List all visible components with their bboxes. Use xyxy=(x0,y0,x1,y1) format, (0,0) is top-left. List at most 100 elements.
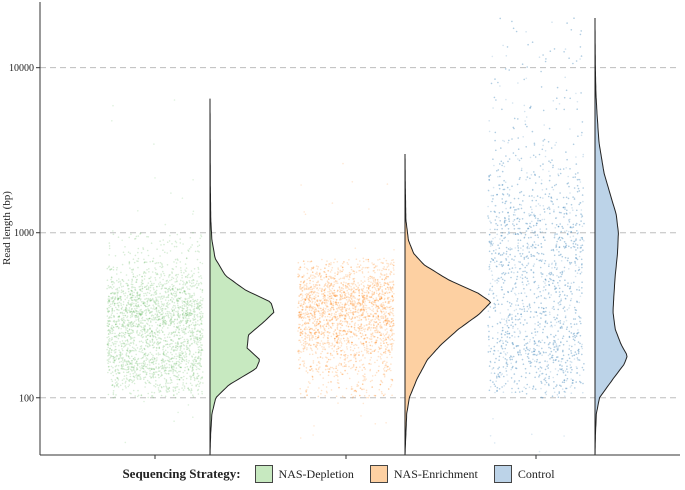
point xyxy=(138,274,141,276)
point xyxy=(112,396,115,399)
point xyxy=(329,293,332,295)
point xyxy=(306,371,309,374)
point xyxy=(377,355,380,358)
point xyxy=(125,360,128,363)
point xyxy=(349,294,352,297)
point xyxy=(142,341,144,344)
point xyxy=(173,334,176,336)
point xyxy=(313,297,315,300)
point xyxy=(190,362,193,365)
point xyxy=(113,314,115,317)
point xyxy=(119,280,121,283)
point xyxy=(180,356,182,359)
point xyxy=(138,294,141,297)
point xyxy=(111,324,113,327)
point xyxy=(342,283,344,286)
point xyxy=(365,304,368,307)
point xyxy=(106,336,108,339)
point xyxy=(390,329,392,332)
point xyxy=(170,366,173,369)
point xyxy=(121,331,123,334)
point xyxy=(339,271,342,273)
point xyxy=(368,301,371,304)
point xyxy=(317,295,320,297)
point xyxy=(155,307,157,310)
point xyxy=(314,286,317,288)
point xyxy=(144,386,146,388)
point xyxy=(327,308,330,311)
point xyxy=(190,312,193,315)
point xyxy=(107,355,109,357)
point xyxy=(114,292,117,295)
point xyxy=(127,279,130,281)
point xyxy=(166,391,169,393)
point xyxy=(172,346,174,348)
point xyxy=(358,294,361,297)
point xyxy=(142,302,145,304)
point xyxy=(366,295,368,298)
point xyxy=(191,304,193,307)
point xyxy=(182,344,185,346)
point xyxy=(384,282,387,285)
point xyxy=(362,260,365,263)
point xyxy=(141,331,143,333)
point xyxy=(133,359,136,361)
point xyxy=(197,250,199,252)
point xyxy=(158,324,161,327)
point xyxy=(107,320,110,323)
point xyxy=(357,330,360,333)
point xyxy=(307,322,310,325)
point xyxy=(162,315,165,318)
point xyxy=(382,321,385,324)
point xyxy=(175,326,178,328)
point xyxy=(117,369,120,372)
point xyxy=(323,312,325,315)
point xyxy=(358,319,361,322)
point xyxy=(335,303,338,305)
point xyxy=(387,302,389,305)
point xyxy=(327,334,330,337)
point xyxy=(191,275,193,278)
point xyxy=(391,378,394,381)
point xyxy=(119,355,122,358)
point xyxy=(190,378,192,381)
point xyxy=(359,264,362,267)
point xyxy=(158,370,160,373)
point xyxy=(201,377,204,379)
point xyxy=(180,354,182,357)
point xyxy=(131,369,133,371)
point xyxy=(128,379,130,382)
point xyxy=(361,271,364,273)
point xyxy=(200,365,203,368)
point xyxy=(299,363,302,366)
point xyxy=(146,354,148,357)
point xyxy=(330,282,333,285)
point xyxy=(115,320,117,323)
point xyxy=(182,371,184,374)
point xyxy=(127,325,129,327)
point xyxy=(373,293,375,295)
point xyxy=(134,316,137,319)
point xyxy=(136,294,139,297)
point xyxy=(188,389,190,391)
point xyxy=(133,347,135,350)
point xyxy=(297,275,300,278)
point xyxy=(149,300,152,302)
point xyxy=(118,361,121,364)
point xyxy=(176,371,178,374)
point xyxy=(118,372,121,374)
point xyxy=(350,268,353,271)
point xyxy=(173,369,175,371)
point xyxy=(162,325,165,328)
point xyxy=(117,327,120,330)
point xyxy=(359,341,362,343)
point xyxy=(176,355,178,358)
point xyxy=(194,337,197,340)
point xyxy=(200,349,203,352)
point xyxy=(358,327,361,330)
point xyxy=(311,317,313,319)
point xyxy=(362,281,364,284)
point xyxy=(127,302,130,304)
point xyxy=(343,362,346,364)
point xyxy=(132,323,134,325)
